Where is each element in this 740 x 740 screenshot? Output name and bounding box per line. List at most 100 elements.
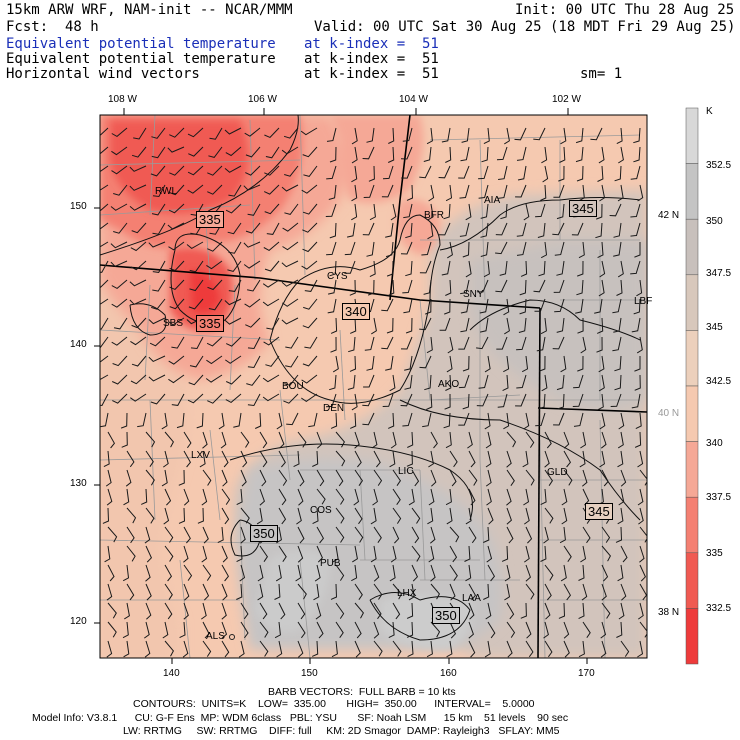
wind-barb xyxy=(262,279,280,288)
station-markers xyxy=(229,634,235,640)
wind-barb xyxy=(161,412,168,430)
wind-barb xyxy=(518,317,527,333)
wind-barb xyxy=(465,507,472,525)
wind-barb xyxy=(543,621,549,639)
wind-barb xyxy=(540,184,547,201)
wind-barb xyxy=(150,393,166,405)
wind-barb xyxy=(283,127,299,139)
wind-barb xyxy=(460,298,470,314)
wind-barb xyxy=(189,279,204,292)
wind-barb xyxy=(104,545,111,563)
wind-barb xyxy=(100,127,109,137)
wind-barb xyxy=(188,374,204,386)
wind-barb xyxy=(468,621,474,639)
wind-barb xyxy=(220,431,227,449)
wind-barb xyxy=(503,355,510,373)
wind-barb xyxy=(240,507,250,524)
wind-barb xyxy=(349,355,357,372)
wind-barb xyxy=(302,317,318,329)
wind-barb xyxy=(245,146,261,158)
wind-barb xyxy=(297,621,306,639)
station-label: BFR xyxy=(424,210,444,221)
wind-barb xyxy=(221,621,228,639)
wind-barb xyxy=(103,450,110,468)
wind-barb xyxy=(468,450,476,468)
wind-barb xyxy=(123,488,130,506)
wind-barb xyxy=(506,469,515,486)
wind-barb xyxy=(516,222,527,237)
wind-barb xyxy=(438,222,451,236)
wind-barb xyxy=(303,298,318,310)
wind-barb xyxy=(402,279,413,294)
wind-barb xyxy=(205,374,223,383)
wind-barb xyxy=(506,488,512,506)
wind-barb xyxy=(617,564,624,582)
wind-barb xyxy=(617,260,624,278)
wind-barb xyxy=(303,165,318,177)
wind-barb xyxy=(495,222,508,236)
wind-barb xyxy=(468,526,477,544)
wind-barb xyxy=(408,488,415,506)
wind-barb xyxy=(411,507,421,524)
wind-barb xyxy=(100,355,109,363)
wind-barb xyxy=(141,488,148,505)
wind-barb xyxy=(411,545,421,562)
wind-barb xyxy=(369,203,376,221)
wind-barb xyxy=(392,526,400,544)
wind-barb xyxy=(480,222,489,238)
wind-barb xyxy=(535,412,546,427)
wind-barb xyxy=(506,450,512,468)
wind-barb xyxy=(637,450,644,468)
wind-barb xyxy=(354,507,363,525)
wind-barb xyxy=(523,203,530,221)
wind-barb xyxy=(484,412,491,430)
wind-barb xyxy=(283,393,299,404)
wind-barb xyxy=(282,222,299,232)
wind-barb xyxy=(487,564,496,582)
wind-barb xyxy=(468,469,478,486)
wind-barb xyxy=(386,260,394,277)
wind-barb xyxy=(458,336,470,350)
wind-barb xyxy=(404,374,413,390)
wind-barb xyxy=(335,621,344,638)
wind-barb xyxy=(281,184,299,192)
wind-barb xyxy=(600,640,607,658)
wind-barb xyxy=(240,431,250,448)
wind-barb xyxy=(335,488,345,505)
wind-barb xyxy=(247,393,261,407)
wind-barb xyxy=(521,355,529,373)
wind-barb xyxy=(189,260,204,273)
wind-barb xyxy=(449,526,460,543)
wind-barb xyxy=(594,298,603,314)
wind-barb xyxy=(148,355,166,362)
wind-barb xyxy=(516,336,527,351)
wind-barb xyxy=(363,184,375,198)
wind-barb xyxy=(639,583,647,601)
wind-barb xyxy=(579,450,586,468)
wind-barb xyxy=(126,545,136,562)
wind-barb xyxy=(352,545,358,563)
wind-barb xyxy=(563,621,570,639)
wind-barb xyxy=(563,450,572,468)
wind-barb xyxy=(385,241,394,258)
wind-barb xyxy=(171,393,185,406)
wind-barb xyxy=(362,146,375,160)
wind-barb xyxy=(618,146,624,164)
contour-label: 345 xyxy=(585,503,613,520)
wind-barb xyxy=(281,279,299,287)
wind-barb xyxy=(515,184,527,198)
wind-barb xyxy=(636,336,643,354)
wind-barb xyxy=(390,431,397,449)
wind-barb xyxy=(517,165,527,181)
smoothing-setting: sm= 1 xyxy=(580,66,623,82)
wind-barb xyxy=(224,127,242,135)
wind-barb xyxy=(382,165,394,180)
field3-name: Horizontal wind vectors xyxy=(6,66,200,82)
wind-barb xyxy=(240,450,248,468)
wind-barb xyxy=(129,203,147,211)
wind-barb xyxy=(405,222,413,239)
wind-barb xyxy=(344,241,356,256)
wind-barb xyxy=(350,317,357,334)
wind-barb xyxy=(264,165,280,176)
bottom-axis-label: 170 xyxy=(578,668,595,679)
